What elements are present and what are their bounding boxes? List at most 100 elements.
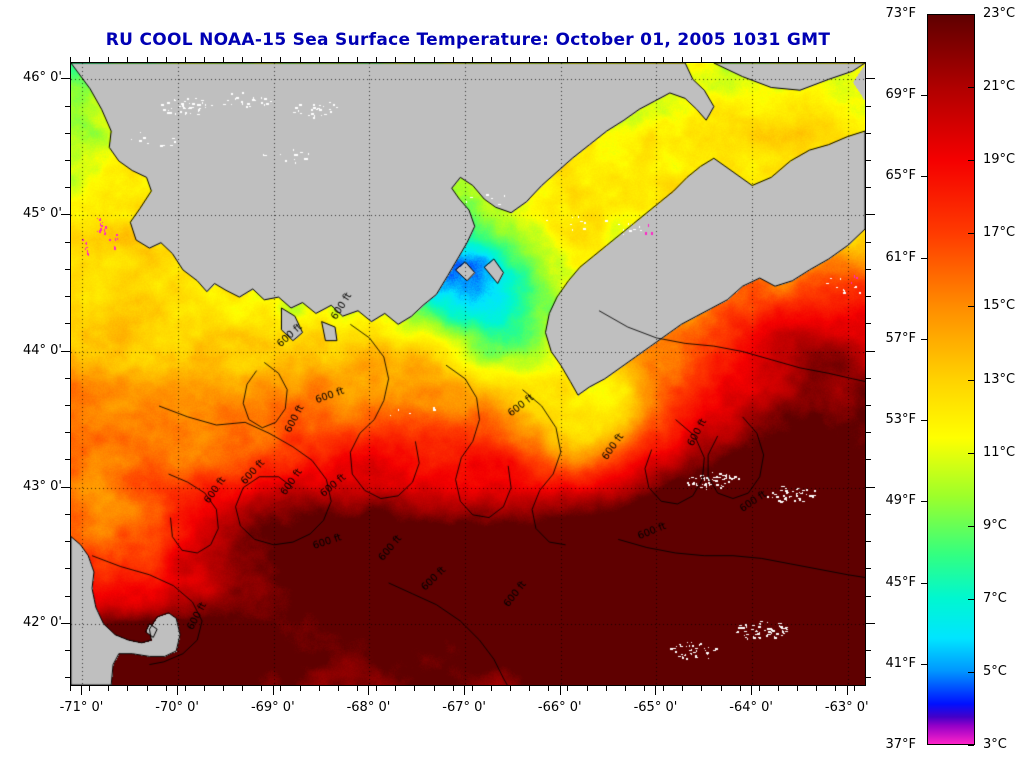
colorbar-f-tick [921, 664, 927, 665]
lon-tick-major [464, 686, 465, 695]
lon-tick-top [185, 57, 186, 62]
lon-tick-top [644, 57, 645, 62]
lon-tick-minor [376, 686, 377, 691]
lon-tick-minor [472, 686, 473, 691]
colorbar-f-tick [921, 420, 927, 421]
lon-label-4: -67° 0' [442, 700, 486, 715]
lon-label-6: -65° 0' [633, 700, 678, 715]
colorbar-f-tick [921, 95, 927, 96]
colorbar-f-label-4: 57°F [885, 330, 916, 346]
lon-tick-minor [261, 686, 262, 691]
page-title: RU COOL NOAA-15 Sea Surface Temperature:… [105, 30, 831, 50]
colorbar-c-tick [968, 306, 974, 307]
lat-tick-minor [65, 323, 70, 324]
colorbar-c-tick [968, 599, 974, 600]
lon-tick-top [778, 57, 779, 62]
lon-tick-top [835, 57, 836, 62]
colorbar-f-label-2: 65°F [885, 168, 916, 184]
lat-tick-minor [65, 242, 70, 243]
lat-label-4: 42° 0' [22, 614, 62, 630]
lon-tick-top [434, 57, 435, 62]
lon-tick-major [847, 686, 848, 695]
lat-tick-right [866, 568, 871, 569]
colorbar-c-label-8: 7°C [983, 590, 1007, 606]
lon-tick-top [70, 57, 71, 62]
colorbar-f-tick [921, 339, 927, 340]
lon-tick-minor [70, 686, 71, 691]
lon-tick-minor [797, 686, 798, 691]
colorbar-f-tick [921, 583, 927, 584]
lon-tick-minor [414, 686, 415, 691]
lat-tick-major [61, 487, 70, 488]
lon-tick-top [300, 57, 301, 62]
lat-tick-minor [65, 677, 70, 678]
lat-tick-right [866, 378, 871, 379]
colorbar-c-tick [968, 453, 974, 454]
lon-tick-minor [127, 686, 128, 691]
lon-tick-major [560, 686, 561, 695]
lat-tick-right [866, 432, 871, 433]
colorbar[interactable] [927, 14, 975, 745]
lon-tick-top [166, 57, 167, 62]
lon-tick-minor [300, 686, 301, 691]
colorbar-c-label-1: 21°C [983, 79, 1016, 95]
lat-tick-minor [65, 106, 70, 107]
lon-label-7: -64° 0' [729, 700, 773, 715]
colorbar-f-tick [921, 258, 927, 259]
colorbar-c-tick [968, 380, 974, 381]
colorbar-c-label-0: 23°C [983, 6, 1016, 21]
lon-tick-major [177, 686, 178, 695]
lon-tick-top [89, 57, 90, 62]
lon-tick-minor [740, 686, 741, 691]
lon-tick-top [816, 57, 817, 62]
colorbar-c-label-9: 5°C [983, 663, 1007, 679]
lon-tick-minor [759, 686, 760, 691]
lon-tick-top [261, 57, 262, 62]
colorbar-c-tick [968, 14, 974, 15]
lon-tick-top [414, 57, 415, 62]
lon-tick-major [273, 686, 274, 695]
lon-tick-top [529, 57, 530, 62]
lon-tick-major [81, 686, 82, 695]
lon-label-8: -63° 0' [824, 700, 869, 715]
lon-tick-minor [395, 686, 396, 691]
lon-tick-top [663, 57, 664, 62]
lon-tick-major [368, 686, 369, 695]
lon-tick-minor [701, 686, 702, 691]
lat-tick-major [61, 623, 70, 624]
lon-tick-top [472, 57, 473, 62]
lon-tick-top [280, 57, 281, 62]
lat-tick-minor [65, 459, 70, 460]
lon-tick-minor [606, 686, 607, 691]
lon-tick-minor [721, 686, 722, 691]
colorbar-c-tick [968, 87, 974, 88]
lon-tick-minor [510, 686, 511, 691]
lon-label-1: -70° 0' [155, 700, 199, 715]
colorbar-c-label-4: 15°C [983, 298, 1016, 314]
lon-tick-minor [778, 686, 779, 691]
lon-tick-minor [434, 686, 435, 691]
lat-tick-right [866, 351, 875, 352]
lon-tick-top [395, 57, 396, 62]
lat-tick-minor [65, 133, 70, 134]
colorbar-c-tick [968, 233, 974, 234]
lon-tick-top [567, 57, 568, 62]
lat-tick-right [866, 242, 871, 243]
colorbar-gradient [928, 15, 974, 744]
lat-tick-minor [65, 650, 70, 651]
lon-tick-minor [204, 686, 205, 691]
lat-tick-major [61, 351, 70, 352]
sst-map[interactable] [70, 62, 866, 686]
lat-tick-right [866, 78, 875, 79]
lat-tick-right [866, 623, 875, 624]
lat-tick-right [866, 541, 871, 542]
lon-tick-top [453, 57, 454, 62]
lat-tick-right [866, 187, 871, 188]
lon-tick-minor [491, 686, 492, 691]
lon-tick-minor [223, 686, 224, 691]
colorbar-f-label-7: 45°F [885, 574, 916, 590]
colorbar-c-label-2: 19°C [983, 152, 1016, 168]
lon-tick-top [740, 57, 741, 62]
lat-tick-right [866, 650, 871, 651]
lon-tick-minor [567, 686, 568, 691]
